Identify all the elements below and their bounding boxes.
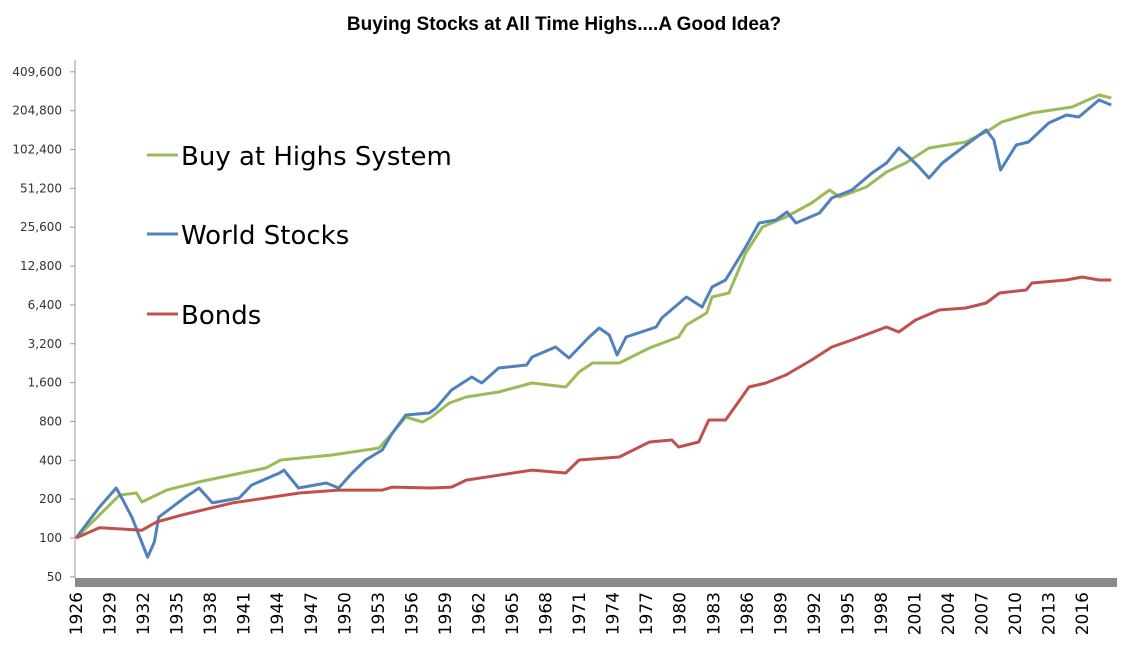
legend: Buy at Highs System World Stocks Bonds [147,142,452,331]
x-tick-label: 1926 [67,592,87,635]
y-tick-label: 800 [39,414,62,428]
y-tick-label: 25,600 [20,220,62,234]
x-tick-label: 1971 [570,592,590,635]
series-line-world-stocks [74,98,1112,559]
x-tick-label: 1968 [537,592,557,635]
x-tick-label: 1953 [369,592,389,635]
y-tick-label: 6,400 [28,298,62,312]
axes: 409,600 204,800 102,400 51,200 25,600 12,800 6… [12,60,1117,635]
y-tick-label: 100 [39,531,62,545]
y-tick-label: 50 [47,570,62,584]
y-tick-label: 3,200 [28,337,62,351]
x-tick-label: 1941 [235,592,255,635]
x-tick-label: 1977 [637,592,657,635]
x-tick-label: 1986 [738,592,758,635]
legend-label: Bonds [181,301,261,331]
x-tick-label: 1995 [838,592,858,635]
x-tick-label: 2007 [973,592,993,635]
y-tick-label: 102,400 [12,143,62,157]
series-line-bonds [75,275,1112,540]
x-tick-label: 2004 [939,592,959,635]
series-lines [74,93,1112,559]
x-tick-label: 1932 [134,592,154,635]
y-tick-label: 400 [39,453,62,467]
series-line-buy-at-highs-system [74,93,1112,540]
x-tick-label: 2013 [1040,592,1060,635]
x-tick-label: 1992 [805,592,825,635]
x-tick-label: 1944 [268,592,288,635]
legend-label: Buy at Highs System [181,142,452,172]
legend-label: World Stocks [181,221,349,251]
x-tick-label: 1935 [168,592,188,635]
x-tick-label: 1929 [101,592,121,635]
x-tick-label: 2016 [1073,592,1093,635]
x-tick-label: 1998 [872,592,892,635]
x-tick-label: 2001 [906,592,926,635]
x-tick-label: 1980 [671,592,691,635]
x-tick-label: 2010 [1006,592,1026,635]
y-tick-label: 204,800 [12,104,62,118]
y-tick-label: 12,800 [20,259,62,273]
x-tick-label: 1965 [503,592,523,635]
y-tick-label: 1,600 [28,376,62,390]
x-tick-label: 1989 [771,592,791,635]
x-tick-label: 1962 [469,592,489,635]
x-tick-label: 1938 [201,592,221,635]
x-tick-label: 1950 [335,592,355,635]
x-axis-bar [75,578,1117,587]
x-tick-label: 1974 [604,592,624,635]
x-tick-label: 1983 [704,592,724,635]
x-tick-label: 1956 [402,592,422,635]
y-tick-label: 409,600 [12,65,62,79]
x-tick-label: 1947 [302,592,322,635]
x-tick-label: 1959 [436,592,456,635]
chart-title: Buying Stocks at All Time Highs....A Goo… [346,14,782,35]
y-tick-label: 200 [39,492,62,506]
y-tick-label: 51,200 [20,181,62,195]
